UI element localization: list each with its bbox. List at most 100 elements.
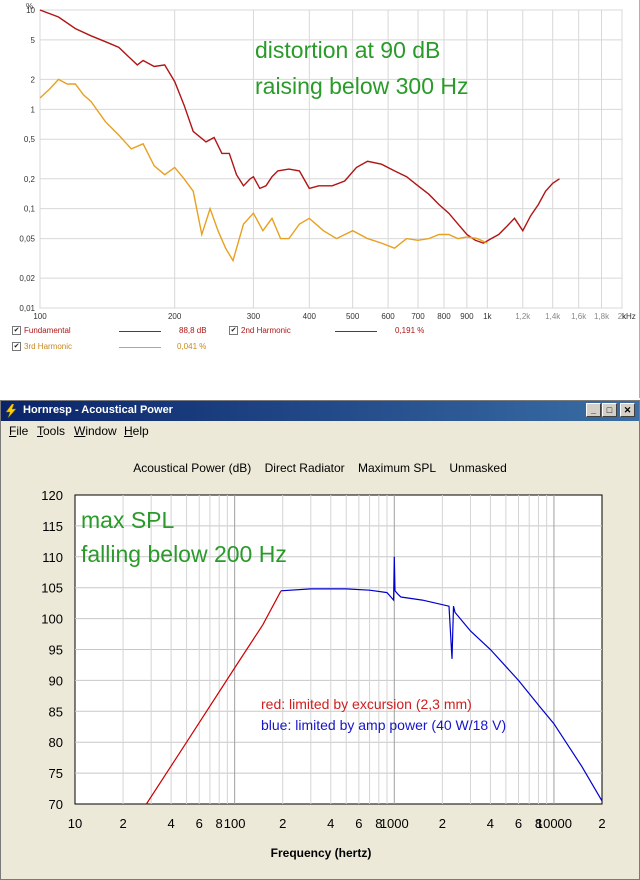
x-tick-label: 1,8k [594, 312, 610, 321]
x-tick-label: 2 [598, 816, 605, 831]
distortion-chart: 10 5 2 1 0,5 0,2 0,1 0,05 0,02 0,01 100 200 300 400 5… [19, 2, 636, 321]
x-tick-label: 8 [375, 816, 382, 831]
y-tick-label: 0,1 [24, 205, 36, 214]
header-direct-radiator: Direct Radiator [264, 461, 345, 475]
distortion-plot-area [39, 9, 623, 309]
x-tick-label: 1,6k [571, 312, 587, 321]
2nd-harmonic-label: 2nd Harmonic [241, 326, 291, 335]
x-tick-label: 700 [411, 312, 425, 321]
distortion-grid [39, 9, 623, 309]
fundamental-checkbox[interactable]: ✔ [12, 326, 21, 335]
title-bar[interactable]: Hornresp - Acoustical Power _ □ ✕ [1, 401, 639, 421]
distortion-panel: 10 5 2 1 0,5 0,2 0,1 0,05 0,02 0,01 100 200 300 400 5… [0, 0, 640, 398]
spl-grid [75, 495, 602, 804]
x-tick-label: 10 [68, 816, 82, 831]
spl-y-ticks: 120 115 110 105 100 95 90 85 80 75 70 [41, 488, 63, 812]
x-tick-label: 2 [439, 816, 446, 831]
hornresp-window: Hornresp - Acoustical Power _ □ ✕ File T… [0, 400, 640, 880]
menu-bar: File Tools Window Help [1, 422, 639, 440]
distortion-annotation-line1: distortion at 90 dB [255, 37, 440, 63]
minimize-button[interactable]: _ [586, 403, 601, 417]
y-unit-label: % [26, 2, 33, 11]
close-button[interactable]: ✕ [620, 403, 635, 417]
3rd-harmonic-value: 0,041 % [177, 342, 207, 351]
y-tick-label: 5 [31, 36, 36, 45]
fundamental-value: 88,8 dB [179, 326, 207, 335]
legend-item-2nd-harmonic[interactable]: ✔ 2nd Harmonic 0,191 % [229, 325, 439, 337]
x-tick-label: 8 [535, 816, 542, 831]
menu-tools[interactable]: Tools [37, 424, 66, 438]
menu-help[interactable]: Help [124, 424, 149, 438]
3rd-harmonic-label: 3rd Harmonic [24, 342, 73, 351]
spl-series [145, 556, 603, 805]
x-tick-label: 600 [381, 312, 395, 321]
fundamental-swatch [119, 331, 161, 332]
x-tick-label: 1,2k [515, 312, 531, 321]
header-unmasked: Unmasked [449, 461, 507, 475]
menu-window[interactable]: Window [74, 424, 117, 438]
x-tick-label: 900 [460, 312, 474, 321]
x-tick-label: 10000 [536, 816, 572, 831]
y-tick-label: 75 [49, 766, 63, 781]
x-tick-label: 2 [279, 816, 286, 831]
3rd-harmonic-checkbox[interactable]: ✔ [12, 342, 21, 351]
legend-item-3rd-harmonic[interactable]: ✔ 3rd Harmonic 0,041 % [12, 341, 222, 353]
x-tick-label: 8 [216, 816, 223, 831]
maximize-button[interactable]: □ [602, 403, 617, 417]
series-line [39, 78, 488, 263]
y-tick-label: 70 [49, 797, 63, 812]
3rd-harmonic-swatch [119, 347, 161, 348]
2nd-harmonic-checkbox[interactable]: ✔ [229, 326, 238, 335]
note-blue-amp-power: blue: limited by amp power (40 W/18 V) [261, 717, 506, 733]
x-tick-label: 6 [355, 816, 362, 831]
window-title: Hornresp - Acoustical Power [23, 404, 173, 416]
x-tick-label: 4 [327, 816, 334, 831]
y-tick-label: 0,5 [24, 135, 36, 144]
distortion-annotation-line2: raising below 300 Hz [255, 73, 469, 99]
y-tick-label: 1 [31, 105, 36, 114]
distortion-y-ticks: 10 5 2 1 0,5 0,2 0,1 0,05 0,02 0,01 [19, 6, 35, 313]
legend-item-fundamental[interactable]: ✔ Fundamental 88,8 dB [12, 325, 222, 337]
y-tick-label: 0,01 [19, 304, 35, 313]
y-tick-label: 120 [41, 488, 63, 503]
x-tick-label: 800 [437, 312, 451, 321]
y-tick-label: 0,02 [19, 274, 35, 283]
menu-file[interactable]: File [9, 424, 29, 438]
x-tick-label: 1k [483, 312, 492, 321]
y-tick-label: 95 [49, 643, 63, 658]
x-tick-label: 500 [346, 312, 360, 321]
y-tick-label: 100 [41, 612, 63, 627]
x-tick-label: 1,4k [545, 312, 561, 321]
x-tick-label: 200 [168, 312, 182, 321]
x-tick-label: 2 [119, 816, 126, 831]
x-tick-label: 100 [33, 312, 47, 321]
x-tick-label: 4 [487, 816, 494, 831]
lightning-icon [5, 404, 17, 418]
y-tick-label: 2 [31, 75, 36, 84]
spl-annotation-line2: falling below 200 Hz [81, 541, 287, 567]
x-axis-title: Frequency (hertz) [271, 846, 372, 860]
y-tick-label: 0,2 [24, 175, 36, 184]
x-tick-label: 6 [515, 816, 522, 831]
y-tick-label: 0,05 [19, 235, 35, 244]
series-line [145, 590, 282, 805]
y-tick-label: 80 [49, 735, 63, 750]
x-tick-label: 400 [303, 312, 317, 321]
header-maximum-spl: Maximum SPL [358, 461, 437, 475]
y-tick-label: 10 [26, 6, 35, 15]
note-red-excursion: red: limited by excursion (2,3 mm) [261, 696, 472, 712]
distortion-x-ticks: 100 200 300 400 500 600 700 800 900 1k 1,2k 1,4k 1,6… [33, 312, 627, 321]
series-line [39, 9, 560, 244]
y-tick-label: 110 [42, 550, 63, 565]
2nd-harmonic-swatch [335, 331, 377, 332]
spl-annotation-line1: max SPL [81, 507, 175, 533]
y-tick-label: 115 [42, 519, 63, 534]
x-tick-label: 6 [196, 816, 203, 831]
y-tick-label: 85 [49, 704, 63, 719]
fundamental-label: Fundamental [24, 326, 71, 335]
2nd-harmonic-value: 0,191 % [395, 326, 425, 335]
distortion-series [39, 9, 560, 263]
x-unit-label: kHz [622, 312, 636, 321]
